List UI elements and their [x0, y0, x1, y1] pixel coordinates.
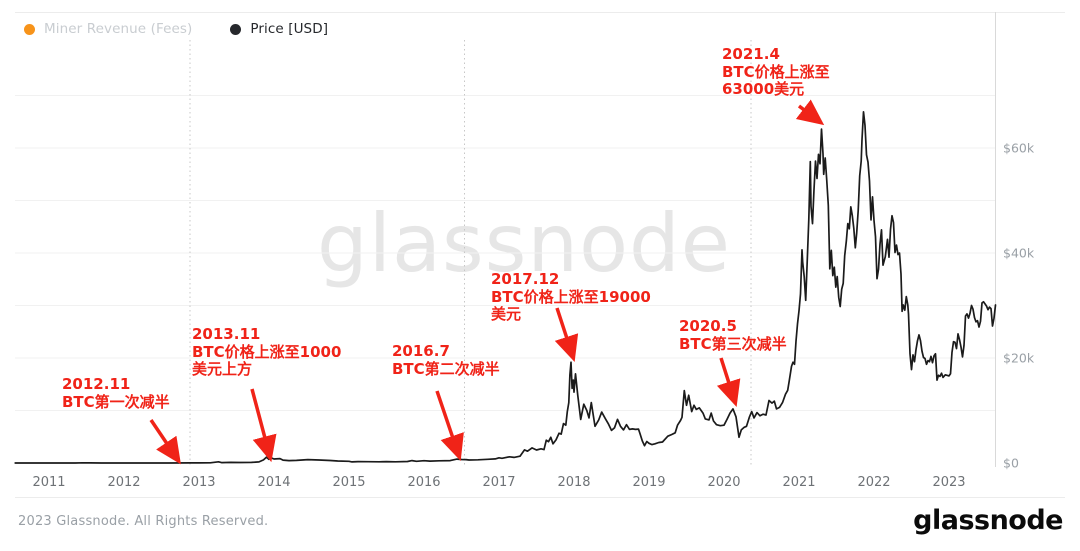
legend-label-price-usd: Price [USD]	[250, 21, 329, 37]
annotation-line: BTC第二次减半	[392, 359, 500, 378]
x-tick-label: 2018	[557, 475, 591, 490]
legend-item-miner-revenue[interactable]: Miner Revenue (Fees)	[24, 21, 192, 37]
annotation-2016-7: 2016.7 BTC第二次减半	[392, 342, 500, 378]
annotation-line: 美元上方	[192, 360, 253, 378]
annotation-2012-11: 2012.11 BTC第一次减半	[62, 375, 170, 411]
copyright-text: 2023 Glassnode. All Rights Reserved.	[18, 514, 269, 529]
x-tick-label: 2023	[932, 475, 966, 490]
footer-separator	[15, 497, 1065, 498]
chart-legend: Miner Revenue (Fees) Price [USD]	[24, 21, 328, 37]
annotation-arrow	[149, 419, 181, 465]
legend-item-price-usd[interactable]: Price [USD]	[230, 21, 328, 37]
annotation-arrow	[250, 388, 277, 463]
annotation-line: BTC价格上涨至	[722, 62, 830, 81]
annotation-arrow	[716, 357, 741, 408]
annotation-line: 2012.11	[62, 375, 131, 393]
annotation-arrows	[149, 99, 825, 465]
annotation-line: BTC价格上涨至1000	[192, 342, 342, 361]
x-tick-label: 2012	[107, 475, 141, 490]
y-tick-label: $20k	[1003, 350, 1035, 366]
annotation-line: BTC第一次减半	[62, 392, 170, 411]
x-tick-label: 2013	[182, 475, 216, 490]
x-tick-label: 2011	[32, 475, 66, 490]
annotation-line: BTC价格上涨至19000	[491, 287, 651, 306]
y-tick-label: $0	[1003, 455, 1019, 471]
annotation-line: 2021.4	[722, 45, 780, 63]
annotation-line: 美元	[491, 305, 522, 323]
annotation-arrow	[435, 390, 464, 461]
annotation-2013-11: 2013.11 BTC价格上涨至1000 美元上方	[192, 325, 342, 379]
annotation-line: 2016.7	[392, 342, 450, 360]
x-tick-label: 2014	[257, 475, 291, 490]
miner-revenue-series-dot-icon	[24, 23, 35, 35]
x-tick-label: 2021	[782, 475, 816, 490]
annotation-arrow	[554, 307, 579, 362]
glassnode-logo: glassnode	[913, 505, 1063, 536]
annotation-line: 2013.11	[192, 325, 261, 343]
price-series-dot-icon	[230, 23, 242, 35]
annotation-2020-5: 2020.5 BTC第三次减半	[679, 317, 787, 353]
annotation-2017-12: 2017.12 BTC价格上涨至19000 美元	[491, 270, 651, 324]
annotation-line: BTC第三次减半	[679, 334, 787, 353]
x-tick-label: 2015	[332, 475, 366, 490]
x-tick-label: 2017	[482, 475, 516, 490]
annotation-2021-4: 2021.4 BTC价格上涨至 63000美元	[722, 45, 830, 99]
x-tick-label: 2019	[632, 475, 666, 490]
y-tick-label: $40k	[1003, 245, 1035, 261]
y-tick-label: $60k	[1003, 140, 1035, 156]
annotation-line: 2020.5	[679, 317, 737, 335]
legend-label-miner-revenue: Miner Revenue (Fees)	[44, 21, 193, 37]
annotation-line: 2017.12	[491, 270, 560, 288]
widget-top-border	[15, 12, 1065, 13]
halving-event-vlines	[189, 40, 752, 467]
x-tick-label: 2020	[707, 475, 741, 490]
x-tick-label: 2022	[857, 475, 891, 490]
price-line-series	[14, 110, 997, 464]
x-tick-label: 2016	[407, 475, 441, 490]
annotation-line: 63000美元	[722, 80, 805, 98]
annotation-arrow	[795, 99, 825, 126]
horizontal-gridlines	[15, 95, 995, 411]
